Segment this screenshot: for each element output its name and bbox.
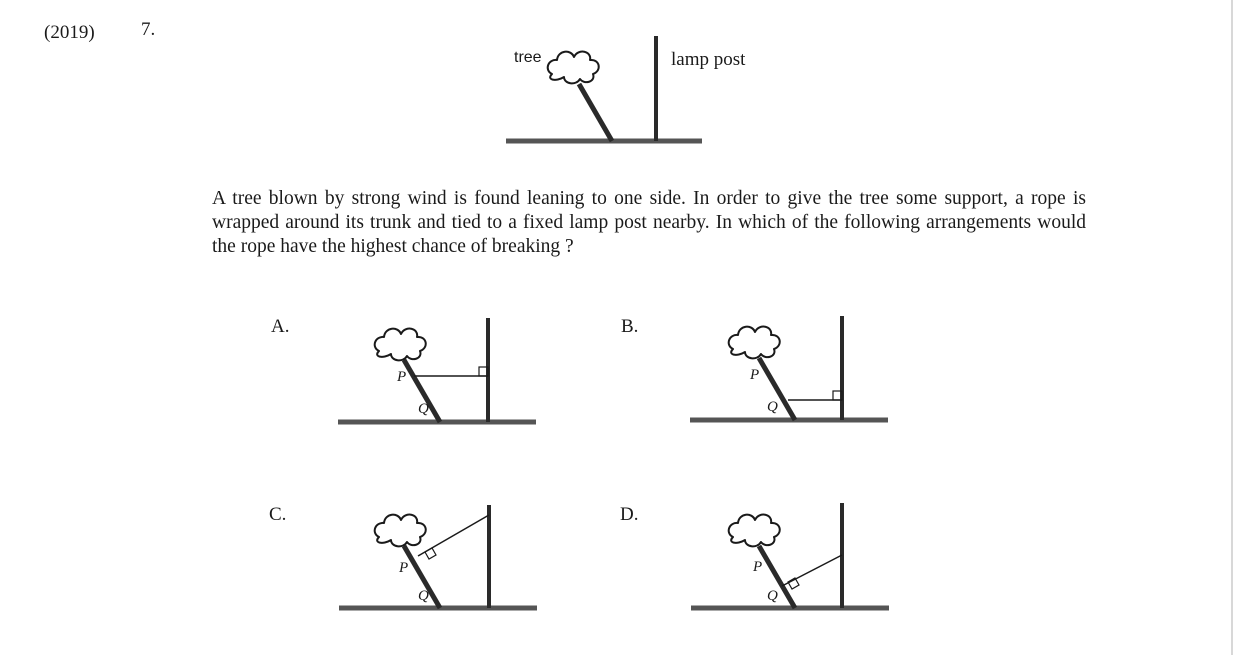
option-c-letter: C. [269, 504, 287, 525]
tree-crown-icon [373, 513, 427, 548]
exam-year: (2019) [44, 22, 95, 43]
question-number: 7. [141, 19, 156, 40]
point-q-label: Q [418, 588, 429, 604]
point-q-label: Q [767, 588, 778, 604]
right-angle-icon [787, 577, 800, 590]
point-p-label: P [749, 367, 759, 383]
question-text: A tree blown by strong wind is found lea… [212, 188, 1086, 257]
option-a-figure: P Q [338, 318, 536, 425]
tree-trunk [756, 356, 798, 422]
tree-crown-icon [546, 50, 600, 85]
right-angle-icon [478, 366, 489, 377]
option-a-letter: A. [271, 316, 290, 337]
option-b-letter: B. [621, 316, 639, 337]
tree-crown-icon [727, 513, 781, 548]
tree-crown-icon [373, 327, 427, 362]
right-angle-icon [424, 547, 437, 560]
point-q-label: Q [418, 401, 429, 417]
tree-trunk [756, 544, 798, 610]
lamp-post-label: lamp post [671, 49, 746, 70]
tree-trunk [576, 82, 615, 143]
option-d-letter: D. [620, 504, 639, 525]
tree-trunk [401, 358, 443, 424]
tree-trunk [401, 544, 443, 610]
reference-figure [506, 36, 702, 144]
option-c-figure: P Q [339, 505, 537, 611]
option-d-figure: P Q [691, 503, 889, 611]
page-edge-divider [1231, 0, 1233, 655]
option-b-figure: P Q [690, 316, 888, 423]
tree-label: tree [514, 49, 542, 66]
point-q-label: Q [767, 399, 778, 415]
right-angle-icon [832, 390, 843, 401]
rope [781, 554, 843, 587]
point-p-label: P [752, 559, 762, 575]
point-p-label: P [396, 369, 406, 385]
tree-crown-icon [727, 325, 781, 360]
point-p-label: P [398, 560, 408, 576]
